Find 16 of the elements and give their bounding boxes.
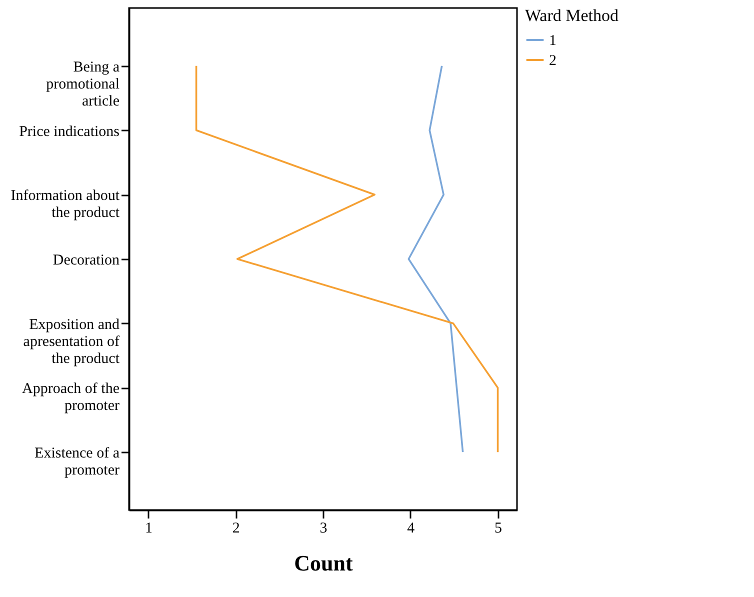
x-tick-label: 1	[144, 520, 152, 536]
x-tick-label: 2	[232, 520, 240, 536]
y-tick-label: Existence of a promoter	[34, 446, 120, 479]
legend-label: 1	[549, 33, 556, 49]
legend-label: 2	[549, 53, 556, 69]
x-tick-label: 5	[494, 520, 502, 536]
x-tick-label: 4	[407, 520, 416, 536]
y-tick-label: Decoration	[52, 252, 120, 268]
y-tick-label: Being a promotional article	[46, 59, 120, 110]
y-tick-label: Exposition and apresentation of the product	[23, 316, 120, 367]
y-tick-label: Information about the product	[10, 188, 120, 222]
legend-title: Ward Method	[525, 6, 620, 25]
x-tick-label: 3	[320, 520, 328, 536]
y-tick-label: Price indications	[19, 124, 120, 140]
x-axis-title: Count	[294, 550, 354, 576]
y-tick-label: Approach of the promoter	[22, 381, 120, 414]
